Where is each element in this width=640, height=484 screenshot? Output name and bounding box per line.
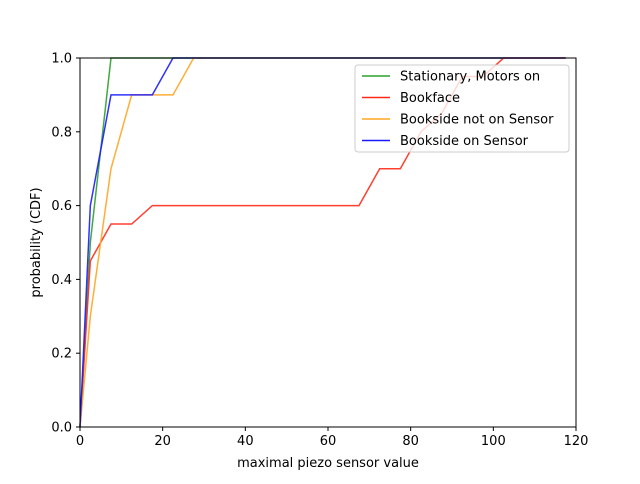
- y-tick-label: 0.4: [51, 273, 72, 288]
- legend-label-0: Stationary, Motors on: [400, 70, 540, 85]
- x-tick-label: 40: [237, 434, 254, 449]
- x-axis-label: maximal piezo sensor value: [237, 456, 419, 471]
- y-axis-ticks: 0.0 0.2 0.4 0.6 0.8 1.0: [51, 52, 80, 436]
- x-tick-label: 100: [481, 434, 506, 449]
- y-tick-label: 0.8: [51, 125, 72, 140]
- y-tick-label: 1.0: [51, 52, 72, 67]
- legend-label-1: Bookface: [400, 91, 460, 106]
- y-tick-label: 0.2: [51, 347, 72, 362]
- x-tick-label: 0: [76, 434, 84, 449]
- y-tick-label: 0.0: [51, 421, 72, 436]
- x-tick-label: 80: [402, 434, 419, 449]
- legend: Stationary, Motors on Bookface Bookside no…: [354, 64, 570, 153]
- x-tick-label: 20: [154, 434, 171, 449]
- y-axis-label: probability (CDF): [29, 187, 44, 297]
- legend-label-2: Bookside not on Sensor: [400, 113, 554, 128]
- x-tick-label: 60: [320, 434, 337, 449]
- x-tick-label: 120: [564, 434, 589, 449]
- y-tick-label: 0.6: [51, 199, 72, 214]
- x-axis-ticks: 0 20 40 60 80 100 120: [76, 427, 589, 449]
- legend-label-3: Bookside on Sensor: [400, 134, 529, 149]
- legend-box: [354, 64, 570, 153]
